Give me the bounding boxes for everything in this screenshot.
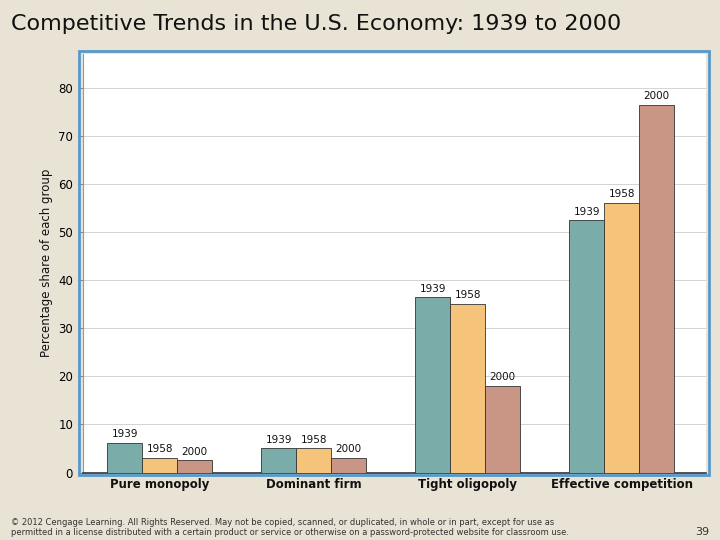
Text: 1958: 1958 — [147, 444, 173, 454]
Text: 1939: 1939 — [573, 207, 600, 217]
Text: © 2012 Cengage Learning. All Rights Reserved. May not be copied, scanned, or dup: © 2012 Cengage Learning. All Rights Rese… — [11, 518, 569, 537]
Y-axis label: Percentage share of each group: Percentage share of each group — [40, 169, 53, 357]
Bar — [261, 448, 296, 472]
Bar — [639, 105, 674, 472]
Bar — [143, 457, 177, 472]
Text: 2000: 2000 — [644, 91, 670, 100]
Text: 1958: 1958 — [454, 291, 481, 300]
Bar — [107, 443, 143, 472]
Text: 1958: 1958 — [300, 435, 327, 444]
Bar — [331, 458, 366, 472]
Bar — [485, 386, 520, 472]
Bar — [450, 304, 485, 472]
Text: 39: 39 — [695, 527, 709, 537]
Bar — [569, 220, 604, 472]
Bar — [296, 448, 331, 472]
Text: 1939: 1939 — [112, 429, 138, 439]
Text: 1958: 1958 — [608, 190, 635, 199]
Text: 2000: 2000 — [181, 447, 208, 457]
Bar — [415, 298, 450, 472]
Bar — [604, 203, 639, 472]
Text: 1939: 1939 — [266, 435, 292, 444]
Text: Competitive Trends in the U.S. Economy: 1939 to 2000: Competitive Trends in the U.S. Economy: … — [11, 14, 621, 33]
Bar — [177, 461, 212, 472]
Text: 1939: 1939 — [420, 284, 446, 294]
Text: 2000: 2000 — [336, 444, 361, 454]
Text: 2000: 2000 — [490, 372, 516, 382]
